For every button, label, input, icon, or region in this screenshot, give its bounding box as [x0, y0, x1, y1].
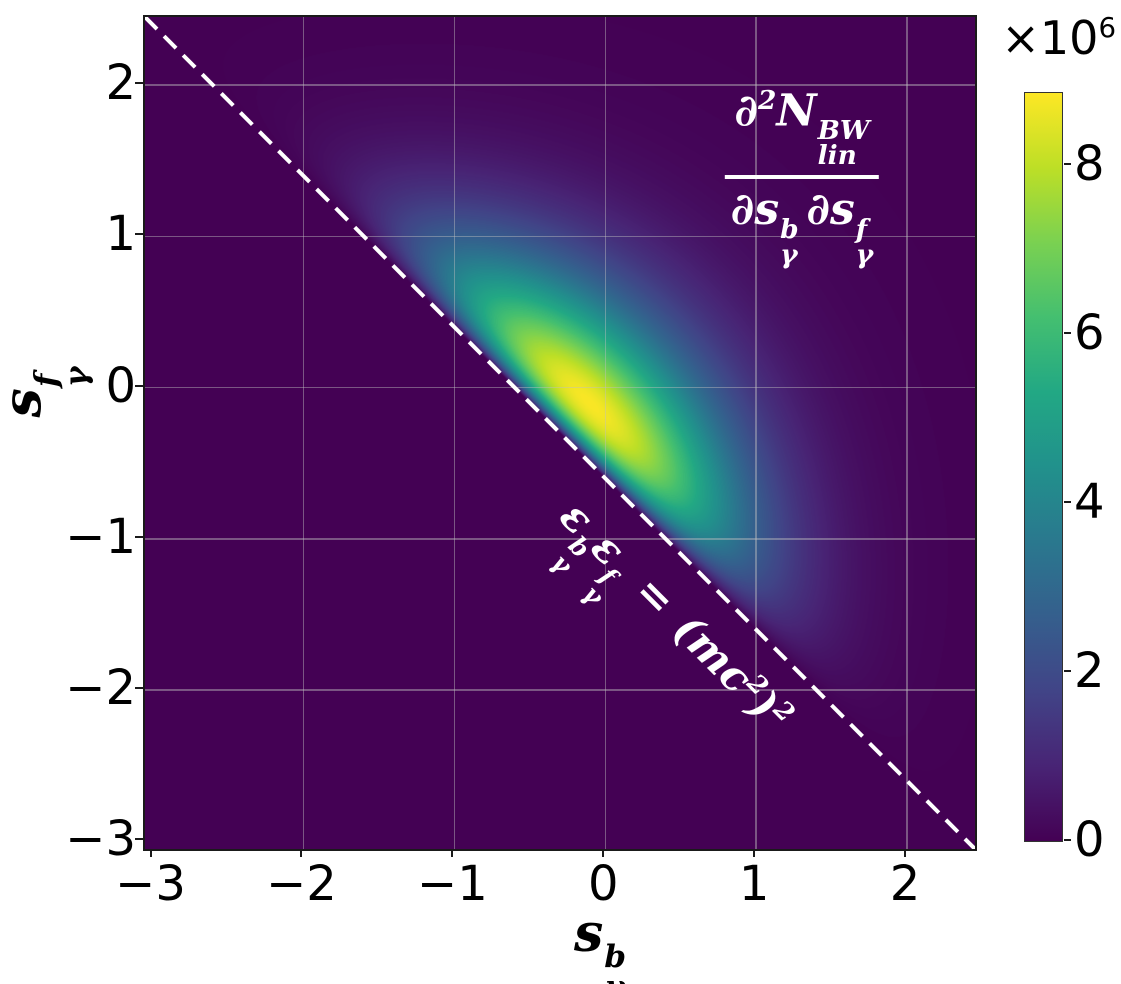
colorbar-tick-label: 4 — [1074, 473, 1105, 530]
y-tick-label: 0 — [105, 357, 136, 414]
x-tick-mark — [904, 849, 907, 857]
plot-area: ∂2N BW lin ∂s b γ ∂s f γ ε b γ ε f γ =(mc2)2 — [143, 15, 977, 851]
colorbar-tick-label: 0 — [1074, 812, 1105, 868]
subscript: γ — [604, 971, 625, 984]
colorbar — [1024, 92, 1063, 842]
y-tick-mark — [135, 384, 143, 387]
x-tick-label: −2 — [266, 856, 337, 912]
y-tick-mark — [135, 82, 143, 85]
x-tick-mark — [300, 849, 303, 857]
y-tick-label: 1 — [105, 206, 136, 263]
y-tick-mark — [135, 838, 143, 841]
subscript: γ — [58, 366, 95, 388]
s-symbol: s — [0, 388, 53, 417]
y-tick-mark — [135, 233, 143, 236]
colorbar-offset-label: ×106 — [1001, 14, 1116, 61]
x-tick-label: 0 — [587, 856, 619, 912]
x-tick-label: 2 — [889, 856, 921, 912]
y-tick-label: −1 — [65, 508, 136, 565]
exponent: 6 — [1098, 11, 1116, 44]
colorbar-tick-mark — [1064, 331, 1071, 334]
x-tick-mark — [451, 849, 454, 857]
colorbar-tick-mark — [1064, 162, 1071, 165]
superscript: b — [604, 939, 627, 976]
y-tick-mark — [135, 535, 143, 538]
y-axis-label: sfγ — [0, 366, 95, 418]
colorbar-tick-mark — [1064, 500, 1071, 503]
colorbar-tick-mark — [1064, 839, 1071, 841]
x-tick-label: 1 — [738, 856, 770, 912]
times-ten: ×10 — [1001, 11, 1099, 66]
y-tick-label: 2 — [105, 55, 136, 112]
x-tick-mark — [602, 849, 605, 857]
y-tick-label: −2 — [65, 660, 136, 717]
x-tick-mark — [149, 849, 152, 857]
colorbar-tick-label: 6 — [1074, 304, 1105, 361]
x-axis-label: sbγ — [574, 903, 626, 984]
x-tick-mark — [753, 849, 756, 857]
x-tick-label: −1 — [416, 856, 488, 912]
y-tick-label: −3 — [65, 811, 136, 868]
y-tick-mark — [135, 687, 143, 690]
x-tick-label: −3 — [115, 856, 186, 912]
boundary-dashed-line — [145, 17, 975, 849]
s-symbol: s — [573, 903, 604, 964]
colorbar-tick-label: 2 — [1074, 642, 1105, 699]
colorbar-tick-label: 8 — [1074, 135, 1105, 192]
colorbar-tick-mark — [1064, 669, 1071, 672]
